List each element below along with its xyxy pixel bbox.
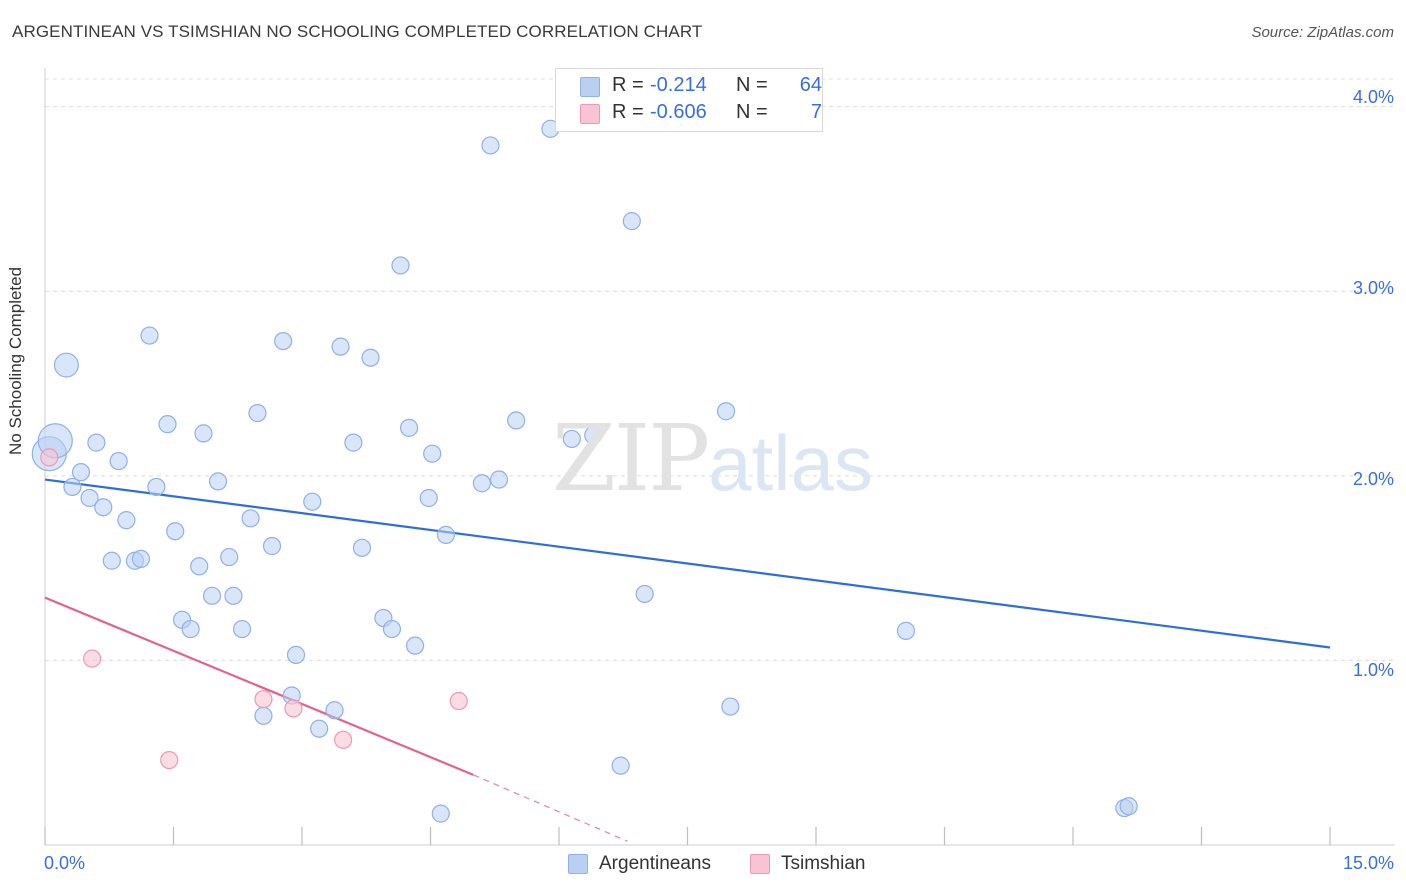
argentineans-point-13 [131,549,151,569]
x-axis-max-label: 15.0% [1342,853,1394,873]
x-axis-min-label: 0.0% [44,853,86,873]
watermark-zip: ZIP [552,405,710,512]
argentineans-point-3 [53,352,79,378]
argentineans-point-24 [220,547,239,567]
legend-n-label: N = [736,101,768,123]
grid-lines [45,78,1395,661]
argentineans-point-14 [140,326,159,345]
argentineans-point-36 [325,701,344,720]
argentineans-point-51 [481,136,500,155]
y-tick-label-4: 4.0% [1352,87,1394,107]
argentineans-point-9 [102,551,121,570]
watermark-atlas: atlas [708,419,873,507]
argentineans-point-25 [224,586,243,605]
argentineans-point-50 [472,474,491,493]
argentineans-point-20 [190,557,209,576]
y-tick-label-3: 3.0% [1352,278,1394,298]
argentineans-point-34 [303,492,322,511]
trend-line-argentineans [44,478,1331,649]
argentineans-point-49 [436,525,456,545]
argentineans-point-53 [507,411,526,430]
argentineans-point-56 [584,426,603,445]
argentineans-point-38 [344,433,363,452]
argentineans-point-26 [232,619,252,639]
y-tick-label-1: 1.0% [1352,660,1394,680]
argentineans-point-27 [241,509,260,528]
tsimshian-point-6 [334,730,353,749]
argentineans-point-59 [635,584,654,604]
argentineans-point-43 [391,256,410,275]
legend-swatch-blue [580,77,600,97]
argentineans-point-60 [716,402,736,421]
argentineans-point-7 [87,433,106,452]
argentineans-point-28 [248,403,267,423]
argentineans-point-15 [147,477,166,497]
argentineans-point-40 [361,348,380,367]
bottom-legend-swatch-pink [750,854,770,874]
argentineans-point-37 [331,337,350,356]
y-tick-label-2: 2.0% [1352,469,1394,489]
trend-line-tsimshian-extension [473,774,628,842]
argentineans-point-22 [202,586,222,605]
tsimshian-point-2 [83,649,102,668]
argentineans-point-45 [405,636,425,655]
source-credit: Source: ZipAtlas.com [1251,24,1394,41]
argentineans-point-16 [158,415,177,434]
argentineans-point-30 [262,536,282,556]
argentineans-point-46 [419,488,438,508]
tsimshian-point-5 [284,699,303,718]
argentineans-point-47 [423,444,442,463]
trend-line-tsimshian [44,596,474,776]
argentineans-point-48 [431,804,450,823]
tsimshian-point-7 [449,691,468,711]
legend-n-label: N = [736,74,768,96]
argentineans-point-57 [611,756,630,775]
argentineans-point-29 [254,706,273,725]
legend-r-value: -0.214 [650,74,707,96]
argentineans-point-5 [71,463,91,482]
argentineans-point-6 [80,488,99,508]
argentineans-point-31 [274,332,293,351]
argentineans-point-52 [489,470,509,489]
argentineans-point-55 [562,429,581,449]
argentineans-point-17 [166,522,185,541]
legend-n-value: 7 [810,101,822,123]
tsimshian-point-3 [160,750,179,770]
argentineans-point-44 [399,418,419,437]
bottom-legend-swatch-blue [568,854,588,874]
argentineans-point-33 [286,645,306,664]
argentineans-point-35 [310,719,329,738]
bottom-legend-label: Tsimshian [781,853,866,874]
argentineans-point-8 [94,498,113,517]
argentineans-point-39 [352,538,372,557]
tsimshian-point-4 [254,690,273,709]
data-points [31,119,1138,823]
argentineans-point-61 [721,697,740,716]
legend-r-value: -0.606 [650,101,707,123]
correlation-legend: R = -0.214 N = 64 R = -0.606 N = 7 [555,68,823,132]
legend-r-label: R = [612,101,644,123]
argentineans-point-62 [896,621,916,640]
y-axis-label: No Schooling Completed [6,266,25,455]
argentineans-point-4 [63,477,82,497]
trend-lines [44,478,1331,842]
watermark: ZIPatlas [552,405,873,512]
argentineans-point-10 [109,451,128,471]
tsimshian-point-1 [40,448,59,467]
argentineans-point-11 [117,511,136,530]
bottom-legend-label: Argentineans [599,853,711,874]
legend-swatch-pink [580,104,600,124]
legend-r-label: R = [612,74,644,96]
argentineans-point-21 [194,424,213,443]
argentineans-point-19 [181,619,200,639]
chart-title: ARGENTINEAN VS TSIMSHIAN NO SCHOOLING CO… [12,22,703,41]
argentineans-point-64 [1119,797,1138,816]
argentineans-point-42 [382,619,402,639]
legend-n-value: 64 [799,74,822,96]
argentineans-point-58 [622,212,641,231]
argentineans-point-23 [208,472,228,491]
